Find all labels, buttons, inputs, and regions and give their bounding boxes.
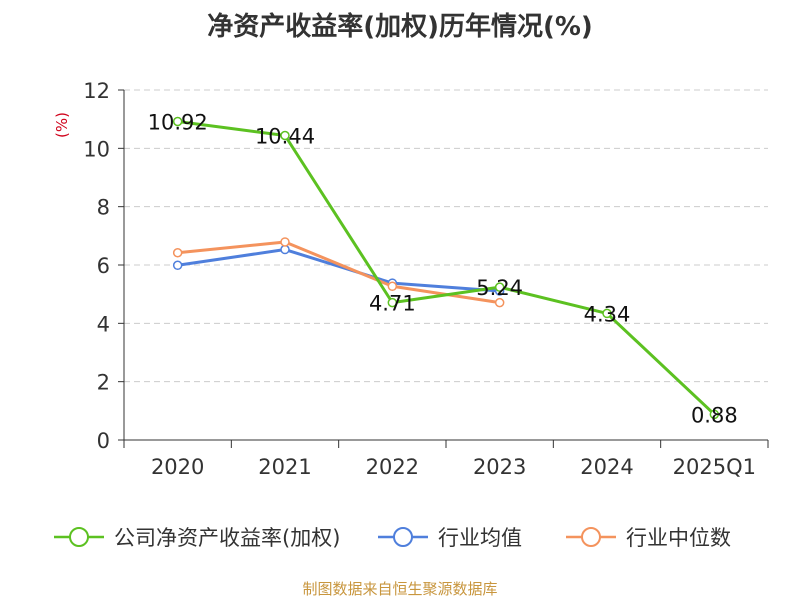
data-point (387, 281, 398, 292)
legend-marker (69, 527, 89, 547)
data-point (602, 308, 612, 319)
source-note: 制图数据来自恒生聚源数据库 (302, 580, 498, 598)
y-axis-label: (%) (53, 112, 71, 138)
data-point (709, 409, 720, 420)
legend-marker (393, 527, 413, 547)
data-point (387, 297, 398, 308)
y-tick-label: 12 (83, 79, 110, 103)
data-point (494, 297, 505, 308)
data-label: 5.24 (476, 276, 523, 300)
legend-label: 行业中位数 (626, 526, 731, 550)
x-tick-label: 2020 (151, 455, 204, 479)
series-line (177, 120, 716, 416)
y-tick-label: 0 (97, 429, 110, 453)
x-tick-label: 2024 (580, 455, 633, 479)
data-label: 0.88 (691, 403, 738, 427)
y-tick-label: 6 (97, 254, 110, 278)
chart-title: 净资产收益率(加权)历年情况(%) (207, 12, 593, 42)
data-point (172, 248, 183, 258)
x-tick-label: 2023 (473, 455, 526, 479)
x-tick-label: 2025Q1 (673, 455, 756, 479)
x-tick-label: 2022 (366, 455, 419, 479)
y-tick-label: 4 (97, 312, 110, 336)
y-tick-label: 8 (97, 196, 110, 220)
legend-label: 公司净资产收益率(加权) (114, 526, 340, 550)
data-point (494, 282, 505, 292)
series-line (177, 248, 500, 293)
data-point (172, 260, 183, 271)
legend-marker (581, 527, 601, 547)
x-tick-label: 2021 (258, 455, 311, 479)
data-label: 10.44 (255, 125, 315, 149)
data-label: 10.92 (148, 111, 208, 135)
data-label: 4.71 (369, 292, 416, 316)
data-label: 4.34 (584, 302, 631, 326)
data-point (172, 116, 183, 127)
y-tick-label: 10 (83, 137, 110, 161)
legend-label: 行业均值 (438, 526, 522, 550)
data-point (280, 244, 290, 255)
data-point (280, 237, 290, 247)
data-point (280, 130, 290, 141)
y-tick-label: 2 (97, 371, 110, 395)
